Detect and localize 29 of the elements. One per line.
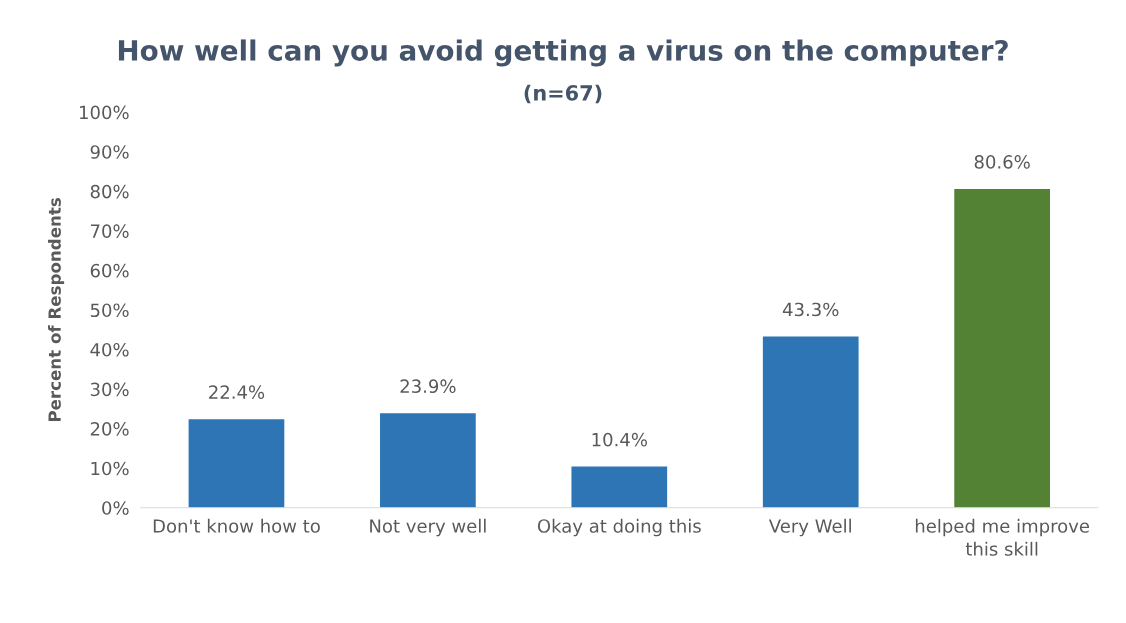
x-tick-label: helped me improve this skill	[915, 518, 1090, 556]
data-label: 80.6%	[974, 155, 1030, 169]
y-tick-label: 80%	[90, 184, 129, 199]
data-label: 43.3%	[782, 302, 839, 317]
x-tick-label: Not very well	[370, 518, 486, 537]
y-tick-label: 70%	[90, 224, 129, 238]
y-tick-label: 20%	[90, 422, 129, 436]
bar	[954, 188, 1050, 508]
y-tick-label: 30%	[90, 382, 129, 397]
y-tick-label: 50%	[90, 303, 129, 318]
bar	[762, 336, 859, 508]
bar	[571, 466, 668, 508]
y-tick-label: 90%	[90, 145, 129, 159]
x-tick-label: Very Well	[768, 518, 851, 537]
data-label: 23.9%	[400, 379, 456, 394]
bar	[188, 419, 285, 508]
y-tick-label: 10%	[91, 461, 129, 476]
y-tick-label: 60%	[90, 263, 129, 278]
y-tick-label: 0%	[102, 501, 129, 515]
x-tick-label: Okay at doing this	[537, 518, 701, 537]
y-axis-title: Percent of Respondents	[48, 198, 65, 422]
y-tick-label: 100%	[80, 105, 129, 120]
x-tick-label: Don't know how to	[153, 518, 320, 533]
y-tick-label: 40%	[90, 342, 129, 357]
bar	[380, 413, 476, 508]
data-label: 22.4%	[209, 385, 265, 399]
chart-subtitle: (n=67)	[524, 84, 602, 104]
data-label: 10.4%	[592, 432, 647, 447]
chart-title: How well can you avoid getting a virus on the computer?	[118, 39, 1008, 67]
